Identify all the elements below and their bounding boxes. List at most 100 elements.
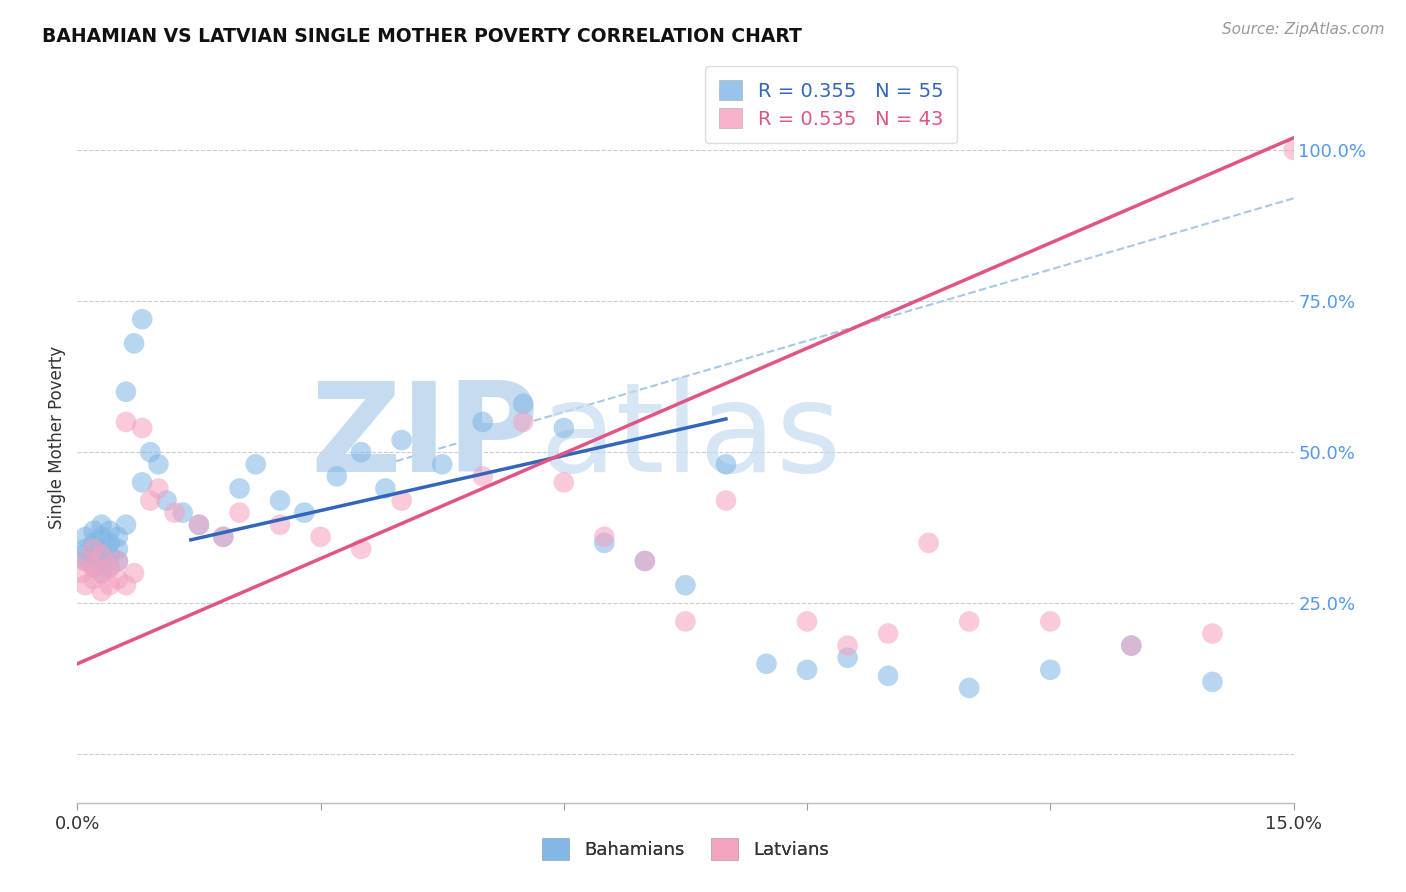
Point	[1201, 626, 1223, 640]
Point	[83, 560, 105, 574]
Text: atlas: atlas	[540, 376, 842, 498]
Point	[634, 554, 657, 568]
Point	[122, 336, 145, 351]
Point	[1121, 639, 1143, 653]
Point	[90, 566, 112, 580]
Point	[796, 615, 818, 629]
Point	[83, 541, 105, 556]
Point	[98, 524, 121, 538]
Point	[75, 541, 97, 556]
Text: ZIP: ZIP	[311, 376, 540, 498]
Point	[269, 517, 291, 532]
Point	[430, 457, 453, 471]
Point	[148, 482, 170, 496]
Point	[755, 657, 778, 671]
Point	[675, 615, 697, 629]
Point	[131, 312, 153, 326]
Point	[75, 554, 97, 568]
Point	[714, 493, 737, 508]
Point	[212, 530, 235, 544]
Point	[292, 506, 315, 520]
Point	[83, 536, 105, 550]
Point	[90, 584, 112, 599]
Point	[155, 493, 177, 508]
Point	[90, 541, 112, 556]
Point	[83, 560, 105, 574]
Point	[553, 421, 575, 435]
Point	[391, 433, 413, 447]
Point	[115, 415, 138, 429]
Point	[131, 421, 153, 435]
Point	[512, 415, 534, 429]
Point	[593, 536, 616, 550]
Point	[553, 475, 575, 490]
Point	[512, 397, 534, 411]
Point	[1201, 674, 1223, 689]
Point	[70, 548, 93, 562]
Point	[107, 554, 129, 568]
Point	[90, 530, 112, 544]
Point	[877, 626, 900, 640]
Point	[115, 578, 138, 592]
Point	[90, 548, 112, 562]
Point	[350, 541, 373, 556]
Point	[714, 457, 737, 471]
Point	[1039, 615, 1062, 629]
Point	[796, 663, 818, 677]
Point	[634, 554, 657, 568]
Point	[83, 524, 105, 538]
Point	[471, 469, 494, 483]
Point	[131, 475, 153, 490]
Point	[269, 493, 291, 508]
Point	[837, 639, 859, 653]
Legend: Bahamians, Latvians: Bahamians, Latvians	[536, 830, 835, 867]
Point	[90, 517, 112, 532]
Point	[98, 560, 121, 574]
Point	[75, 578, 97, 592]
Y-axis label: Single Mother Poverty: Single Mother Poverty	[48, 345, 66, 529]
Point	[107, 530, 129, 544]
Point	[188, 517, 211, 532]
Point	[90, 566, 112, 580]
Point	[918, 536, 941, 550]
Point	[391, 493, 413, 508]
Point	[212, 530, 235, 544]
Point	[374, 482, 396, 496]
Point	[957, 615, 980, 629]
Point	[877, 669, 900, 683]
Point	[163, 506, 186, 520]
Point	[98, 560, 121, 574]
Text: Source: ZipAtlas.com: Source: ZipAtlas.com	[1222, 22, 1385, 37]
Point	[98, 578, 121, 592]
Point	[98, 548, 121, 562]
Point	[675, 578, 697, 592]
Point	[83, 548, 105, 562]
Point	[471, 415, 494, 429]
Point	[228, 482, 250, 496]
Point	[1121, 639, 1143, 653]
Point	[122, 566, 145, 580]
Point	[75, 554, 97, 568]
Point	[148, 457, 170, 471]
Point	[228, 506, 250, 520]
Point	[139, 445, 162, 459]
Point	[90, 554, 112, 568]
Point	[326, 469, 349, 483]
Point	[139, 493, 162, 508]
Point	[75, 530, 97, 544]
Point	[83, 572, 105, 586]
Point	[593, 530, 616, 544]
Point	[1039, 663, 1062, 677]
Point	[172, 506, 194, 520]
Point	[115, 384, 138, 399]
Point	[188, 517, 211, 532]
Point	[245, 457, 267, 471]
Point	[350, 445, 373, 459]
Point	[957, 681, 980, 695]
Point	[837, 650, 859, 665]
Point	[70, 566, 93, 580]
Point	[98, 536, 121, 550]
Point	[107, 541, 129, 556]
Point	[107, 572, 129, 586]
Point	[309, 530, 332, 544]
